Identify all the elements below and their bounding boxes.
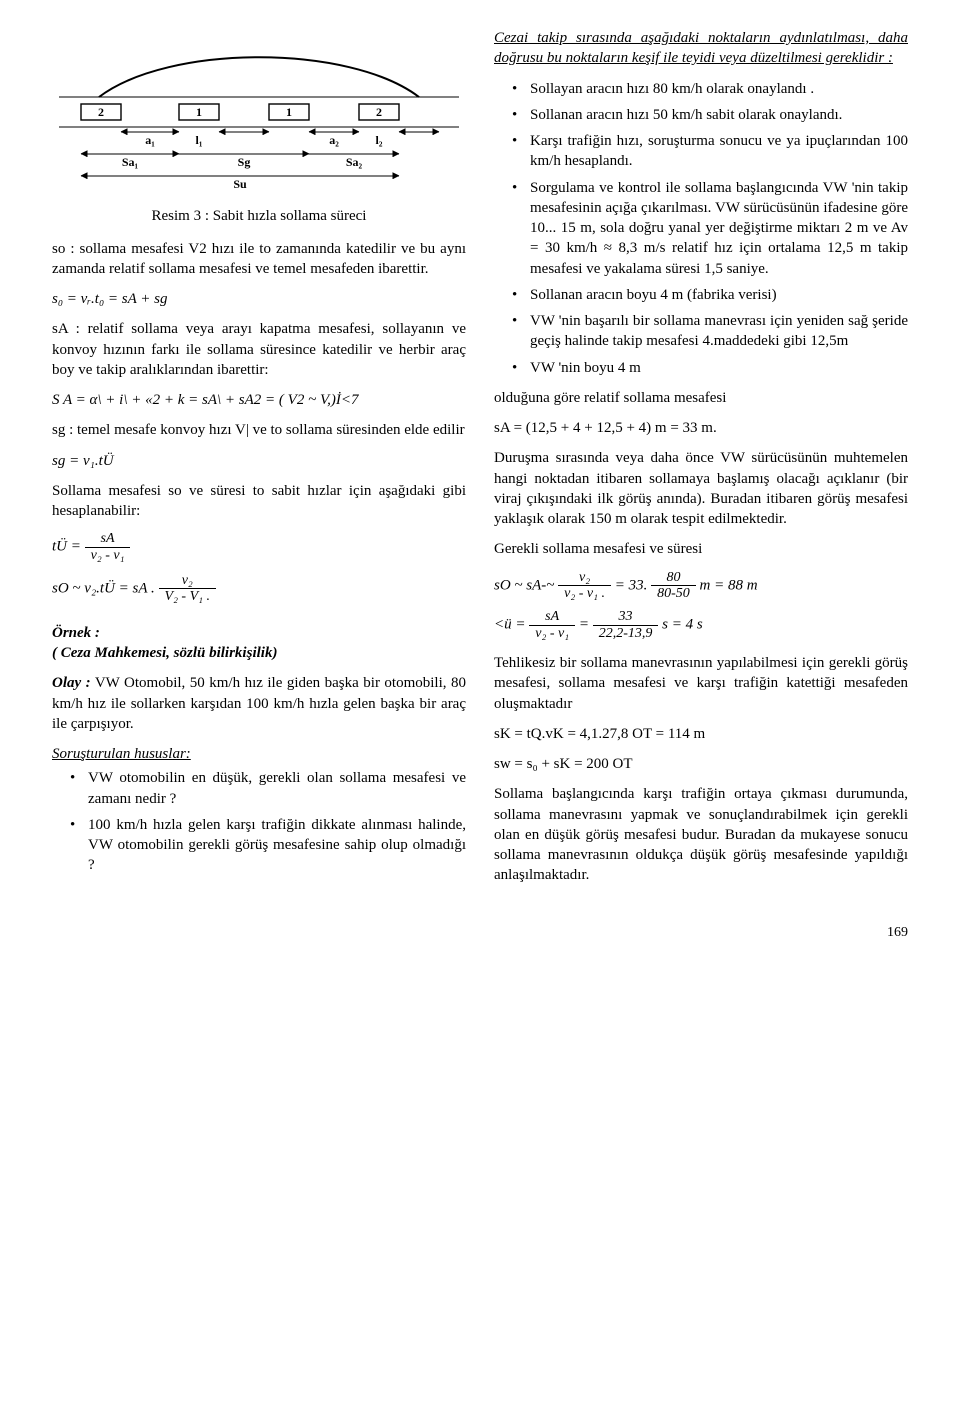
svg-text:Sa₂: Sa₂ [346, 155, 363, 169]
equation-so-value-block: sO ~ sA-~ v₂ v₂ - v₁ . = 33. 80 80-50 m … [494, 570, 908, 642]
svg-text:2: 2 [376, 105, 382, 119]
olay-paragraph: Olay : VW Otomobil, 50 km/h hız ile gide… [52, 673, 466, 734]
findings-list: Sollayan aracın hızı 80 km/h olarak onay… [494, 79, 908, 378]
eq-to-left: tÜ = [52, 539, 81, 555]
sorusturulan-heading: Soruşturulan hususlar: [52, 744, 466, 764]
equation-sk: sK = tQ.vK = 4,1.27,8 OT = 114 m [494, 724, 908, 744]
tehlikesiz-paragraph: Tehlikesiz bir sollama manevrasının yapı… [494, 653, 908, 714]
eq-to-num: sA [85, 531, 131, 547]
eq-tu-frac2: 33 22,2-13,9 [593, 609, 659, 641]
finding-item: Sorgulama ve kontrol ile sollama başlang… [512, 178, 908, 279]
eq-so2-frac1: v₂ v₂ - v₁ . [558, 570, 611, 602]
eq-so-num: v₂ [159, 573, 217, 589]
two-column-layout: 2 1 1 2 [52, 28, 908, 896]
svg-text:Su: Su [233, 177, 247, 191]
eq-tu-left: <ü = [494, 617, 526, 633]
relative-distance-intro: olduğuna göre relatif sollama mesafesi [494, 388, 908, 408]
sor-item: VW otomobilin en düşük, gerekli olan sol… [70, 768, 466, 809]
olay-label: Olay : [52, 675, 91, 691]
left-column: 2 1 1 2 [52, 28, 466, 896]
svg-text:2: 2 [98, 105, 104, 119]
equation-to-block: tÜ = sA v₂ - v₁ sO ~ v₂.tÜ = sA . v₂ V₂ … [52, 531, 466, 605]
eq-tu-num2: 33 [593, 609, 659, 625]
eq-tu-den2: 22,2-13,9 [593, 626, 659, 641]
eq-so2-num: v₂ [558, 570, 611, 586]
finding-item: Sollayan aracın hızı 80 km/h olarak onay… [512, 79, 908, 99]
equation-sa: S A = α\ + i\ + «2 + k = sA\ + sA2 = ( V… [52, 390, 466, 410]
eq-tu-frac1: sA v₂ - v₁ [529, 609, 575, 641]
eq-to-den: v₂ - v₁ [85, 548, 131, 563]
eq-so2-den: v₂ - v₁ . [558, 586, 611, 601]
eq-so-den: V₂ - V₁ . [159, 589, 217, 604]
definition-so: so : sollama mesafesi V2 hızı ile to zam… [52, 239, 466, 280]
eq-so2-eq: = 33. [615, 577, 648, 593]
finding-item: VW 'nin boyu 4 m [512, 358, 908, 378]
final-paragraph: Sollama başlangıcında karşı trafiğin ort… [494, 784, 908, 885]
equation-sa-value: sA = (12,5 + 4 + 12,5 + 4) m = 33 m. [494, 418, 908, 438]
sorusturulan-list: VW otomobilin en düşük, gerekli olan sol… [52, 768, 466, 875]
equation-sw: sw = s₀ + sK = 200 OT [494, 754, 908, 774]
figure-3-caption: Resim 3 : Sabit hızla sollama süreci [52, 206, 466, 226]
page-number: 169 [52, 924, 908, 943]
finding-item: Sollanan aracın boyu 4 m (fabrika verisi… [512, 285, 908, 305]
figure-3: 2 1 1 2 [52, 32, 466, 227]
sor-item: 100 km/h hızla gelen karşı trafiğin dikk… [70, 815, 466, 876]
cezai-intro: Cezai takip sırasında aşağıdaki noktalar… [494, 28, 908, 69]
definition-sa: sA : relatif sollama veya arayı kapatma … [52, 319, 466, 380]
finding-item: Sollanan aracın hızı 50 km/h sabit olara… [512, 105, 908, 125]
svg-text:Sa₁: Sa₁ [122, 155, 139, 169]
eq-so2-frac2: 80 80-50 [651, 570, 696, 602]
eq-tu-num: sA [529, 609, 575, 625]
svg-text:l₁: l₁ [196, 133, 203, 147]
svg-text:1: 1 [286, 105, 292, 119]
eq-so2-den2: 80-50 [651, 586, 696, 601]
eq-tu-tail: s = 4 s [662, 617, 703, 633]
svg-text:1: 1 [196, 105, 202, 119]
right-column: Cezai takip sırasında aşağıdaki noktalar… [494, 28, 908, 896]
equation-sg: sg = v₁.tÜ [52, 451, 466, 471]
equation-so: s₀ = vᵣ.t₀ = sA + sg [52, 289, 466, 309]
eq-so2-tail: m = 88 m [700, 577, 758, 593]
olay-text: VW Otomobil, 50 km/h hız ile giden başka… [52, 675, 466, 732]
svg-text:a₂: a₂ [329, 133, 339, 147]
eq-so-left: sO ~ v₂.tÜ = sA . [52, 580, 155, 596]
svg-text:a₁: a₁ [145, 133, 155, 147]
eq-so-frac: v₂ V₂ - V₁ . [159, 573, 217, 605]
finding-item: VW 'nin başarılı bir sollama manevrası i… [512, 311, 908, 352]
example-sub: ( Ceza Mahkemesi, sözlü bilirkişilik) [52, 645, 277, 661]
gerekli-heading: Gerekli sollama mesafesi ve süresi [494, 539, 908, 559]
svg-text:Sg: Sg [238, 155, 251, 169]
eq-to-frac: sA v₂ - v₁ [85, 531, 131, 563]
eq-so2-num2: 80 [651, 570, 696, 586]
finding-item: Karşı trafiğin hızı, soruşturma sonucu v… [512, 131, 908, 172]
example-heading: Örnek : [52, 625, 100, 641]
durusma-paragraph: Duruşma sırasında veya daha önce VW sürü… [494, 448, 908, 529]
definition-sg: sg : temel mesafe konvoy hızı V| ve to s… [52, 420, 466, 440]
eq-tu-eq: = [579, 617, 589, 633]
eq-so2-left: sO ~ sA-~ [494, 577, 554, 593]
overtaking-diagram-svg: 2 1 1 2 [52, 32, 466, 192]
paragraph-compute: Sollama mesafesi so ve süresi to sabit h… [52, 481, 466, 522]
svg-text:l₂: l₂ [376, 133, 383, 147]
eq-tu-den: v₂ - v₁ [529, 626, 575, 641]
